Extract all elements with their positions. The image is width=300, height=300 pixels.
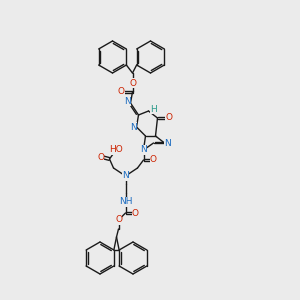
Text: N: N	[122, 172, 129, 181]
Text: N: N	[130, 122, 137, 131]
Text: O: O	[129, 79, 136, 88]
Text: O: O	[115, 215, 122, 224]
Text: N: N	[164, 139, 171, 148]
Text: O: O	[118, 88, 125, 97]
Text: N: N	[124, 97, 131, 106]
Text: O: O	[150, 155, 157, 164]
Text: O: O	[132, 208, 139, 217]
Text: NH: NH	[119, 197, 132, 206]
Text: O: O	[97, 152, 104, 161]
Text: H: H	[150, 104, 157, 113]
Text: N: N	[140, 146, 147, 154]
Text: HO: HO	[110, 146, 123, 154]
Text: O: O	[165, 113, 172, 122]
